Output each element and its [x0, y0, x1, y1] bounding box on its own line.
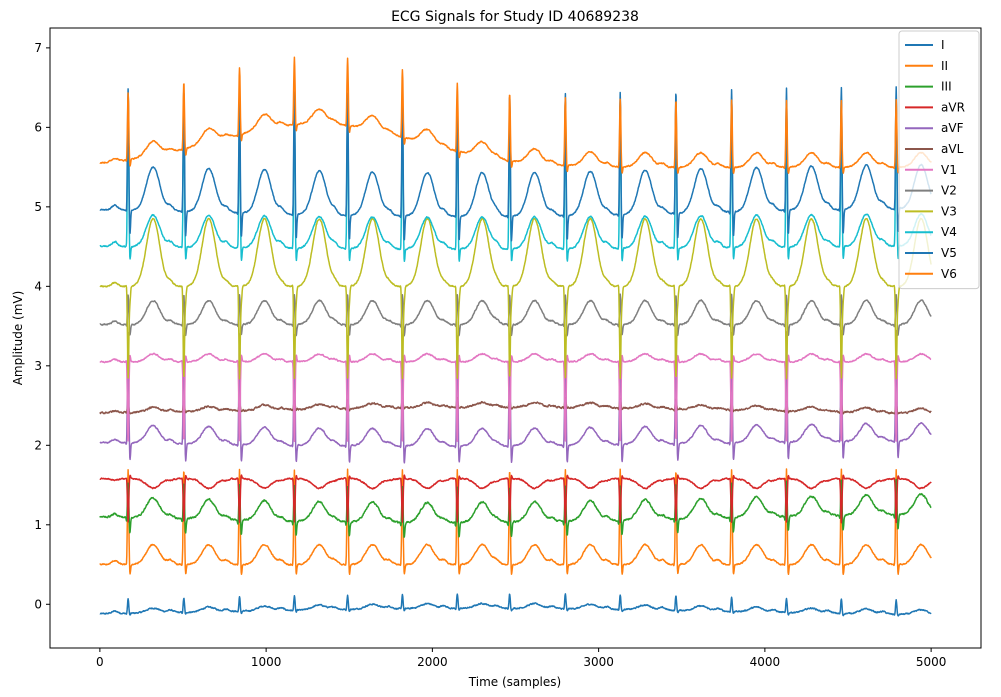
- legend-label-V4: V4: [941, 225, 957, 239]
- legend-label-aVR: aVR: [941, 100, 965, 114]
- plot-frame: [49, 27, 982, 649]
- x-tick-label: 2000: [417, 655, 448, 669]
- legend-label-III: III: [941, 80, 952, 94]
- legend-label-aVL: aVL: [941, 142, 964, 156]
- y-tick-label: 3: [34, 359, 42, 373]
- y-axis-label: Amplitude (mV): [11, 291, 25, 386]
- x-tick-label: 4000: [750, 655, 781, 669]
- y-tick-label: 0: [34, 597, 42, 611]
- series-line-V1: [99, 352, 932, 443]
- legend-label-V5: V5: [941, 246, 957, 260]
- legend-label-V2: V2: [941, 184, 957, 198]
- series-line-V3: [99, 217, 932, 380]
- y-tick-label: 2: [34, 438, 42, 452]
- series-line-III: [99, 478, 932, 538]
- y-tick-label: 4: [34, 279, 42, 293]
- chart-title: ECG Signals for Study ID 40689238: [391, 9, 639, 25]
- x-tick-label: 3000: [583, 655, 614, 669]
- x-tick-label: 1000: [251, 655, 282, 669]
- y-tick-label: 5: [34, 200, 42, 214]
- legend-label-V1: V1: [941, 163, 957, 177]
- x-tick-label: 5000: [916, 655, 947, 669]
- y-tick-label: 7: [34, 41, 42, 55]
- series-line-V6: [99, 56, 932, 174]
- series-line-aVR: [99, 474, 932, 524]
- y-tick-label: 6: [34, 120, 42, 134]
- y-tick-label: 1: [34, 518, 42, 532]
- y-axis: 0 1 2 3 4 5 6 7: [34, 41, 50, 611]
- legend-label-V6: V6: [941, 267, 957, 281]
- x-tick-label: 0: [96, 655, 104, 669]
- x-axis: 0 1000 2000 3000 4000 5000: [96, 648, 946, 669]
- legend-label-aVF: aVF: [941, 121, 964, 135]
- series-line-I: [99, 593, 932, 617]
- legend-label-V3: V3: [941, 204, 957, 218]
- series-line-II: [99, 468, 932, 576]
- series-line-V5: [99, 86, 932, 242]
- legend-label-I: I: [941, 38, 945, 52]
- x-axis-label: Time (samples): [468, 675, 561, 689]
- legend-box: [898, 30, 980, 290]
- legend-label-II: II: [941, 59, 948, 73]
- plot-area: [99, 56, 932, 617]
